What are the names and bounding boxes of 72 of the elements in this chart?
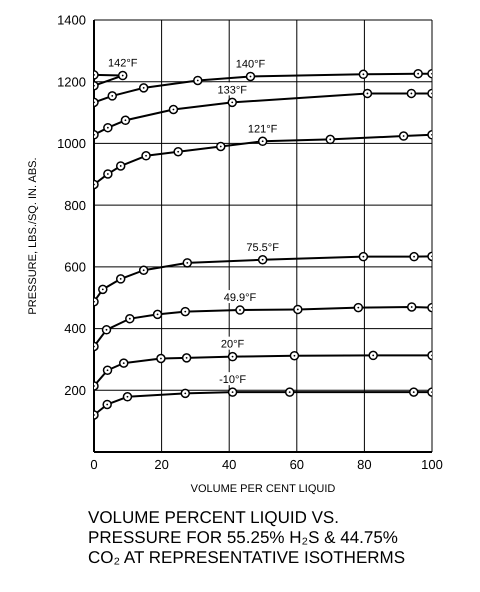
point: [103, 122, 113, 132]
y-tick-label: 1000: [57, 136, 86, 152]
point: [138, 83, 148, 93]
series-label: 121°F: [248, 123, 278, 136]
point: [102, 400, 112, 410]
point: [120, 116, 130, 126]
point: [409, 252, 419, 262]
point: [398, 131, 408, 141]
series-label: 20°F: [220, 338, 245, 351]
point: [182, 258, 192, 268]
y-tick-label: 1200: [57, 74, 86, 90]
point: [354, 302, 364, 312]
point: [368, 350, 378, 360]
point: [118, 358, 128, 368]
point: [98, 284, 108, 294]
y-tick-label: 200: [64, 382, 86, 398]
point: [284, 387, 294, 397]
x-tick-label: 100: [421, 457, 443, 472]
series-label: 49.9°F: [224, 292, 257, 304]
point: [102, 325, 112, 335]
point: [358, 70, 368, 80]
point: [125, 314, 135, 324]
point: [152, 310, 162, 320]
text: VOLUME PERCENT LIQUID VS. PRESSURE FOR 55.25% H₂S & 44.75% CO₂ AT REPRESENTATIVE ISOTHERMS: [88, 508, 406, 568]
point: [156, 354, 166, 364]
series-label: 140°F: [236, 58, 266, 70]
point: [180, 388, 190, 398]
series-label: -10°F: [219, 374, 246, 386]
point: [409, 387, 418, 397]
point: [193, 76, 203, 86]
point: [362, 88, 372, 98]
series-label: 133°F: [218, 84, 248, 96]
y-tick-label: 600: [64, 259, 86, 274]
point: [358, 252, 368, 262]
point: [122, 392, 132, 402]
point: [227, 98, 237, 108]
series-label: 75.5°F: [246, 242, 280, 254]
x-tick-label: 20: [154, 457, 169, 472]
y-tick-label: 400: [64, 321, 86, 336]
x-tick-label: 40: [222, 457, 236, 472]
point: [326, 134, 336, 144]
point: [173, 147, 183, 157]
point: [258, 255, 268, 265]
point: [103, 169, 113, 179]
point: [182, 353, 192, 363]
point: [293, 304, 303, 314]
point: [108, 91, 117, 101]
point: [116, 161, 126, 171]
point: [141, 151, 151, 161]
point: [216, 142, 226, 152]
point: [258, 136, 268, 146]
point: [102, 365, 112, 375]
point: [180, 306, 190, 316]
point: [228, 387, 238, 397]
point: [235, 305, 245, 315]
x-tick-label: 60: [290, 457, 304, 472]
point: [406, 88, 416, 98]
point: [168, 104, 178, 114]
point: [228, 352, 238, 362]
y-axis-title: PRESSURE, LBS./SQ. IN. ABS.: [26, 157, 39, 315]
y-tick-label: 800: [64, 198, 86, 213]
point: [290, 350, 300, 360]
point: [406, 302, 416, 312]
y-tick-label: 1400: [57, 12, 86, 28]
point: [116, 274, 126, 284]
series-label: 142°F: [108, 58, 138, 70]
x-axis-title: VOLUME PER CENT LIQUID: [190, 483, 336, 495]
x-tick-label: 80: [357, 457, 372, 472]
point: [413, 68, 423, 78]
x-tick-label: 0: [90, 457, 98, 472]
point: [246, 72, 256, 82]
point: [138, 266, 148, 275]
